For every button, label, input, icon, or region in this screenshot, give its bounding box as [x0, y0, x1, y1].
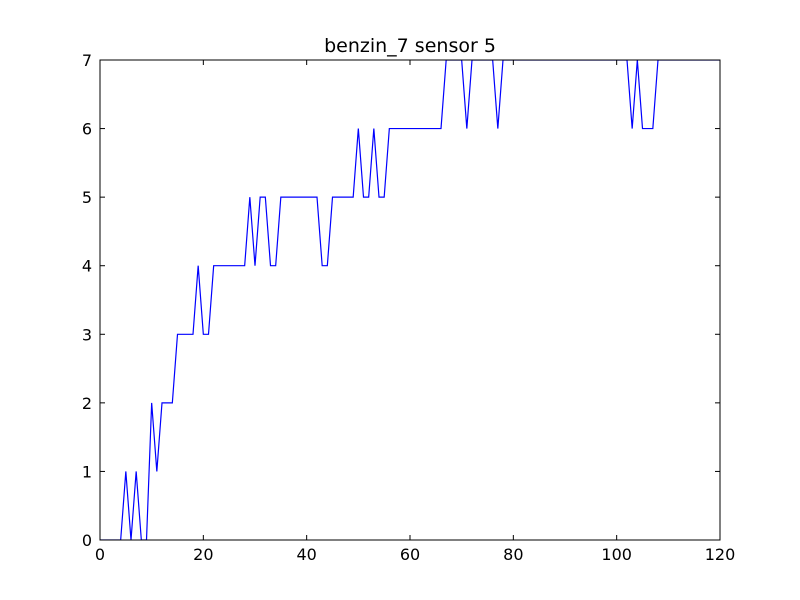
x-tick-label: 100	[601, 545, 632, 564]
chart-title: benzin_7 sensor 5	[324, 35, 496, 57]
y-tick-label: 5	[82, 188, 92, 207]
y-tick-label: 6	[82, 120, 92, 139]
plot-area-background	[100, 60, 720, 540]
y-axis-ticks: 0 1 2 3 4 5 6 7	[82, 51, 720, 550]
x-tick-label: 0	[95, 545, 105, 564]
y-tick-label: 3	[82, 325, 92, 344]
y-tick-label: 7	[82, 51, 92, 70]
y-tick-label: 2	[82, 394, 92, 413]
x-tick-label: 120	[705, 545, 736, 564]
x-tick-label: 20	[193, 545, 213, 564]
y-tick-label: 4	[82, 257, 92, 276]
x-axis-ticks: 0 20 40 60 80 100 120	[95, 60, 735, 564]
x-tick-label: 60	[400, 545, 420, 564]
y-tick-label: 1	[82, 462, 92, 481]
x-tick-label: 40	[296, 545, 316, 564]
series-line-0	[100, 60, 720, 540]
y-tick-label: 0	[82, 531, 92, 550]
series-layer	[100, 60, 720, 540]
x-tick-label: 80	[503, 545, 523, 564]
